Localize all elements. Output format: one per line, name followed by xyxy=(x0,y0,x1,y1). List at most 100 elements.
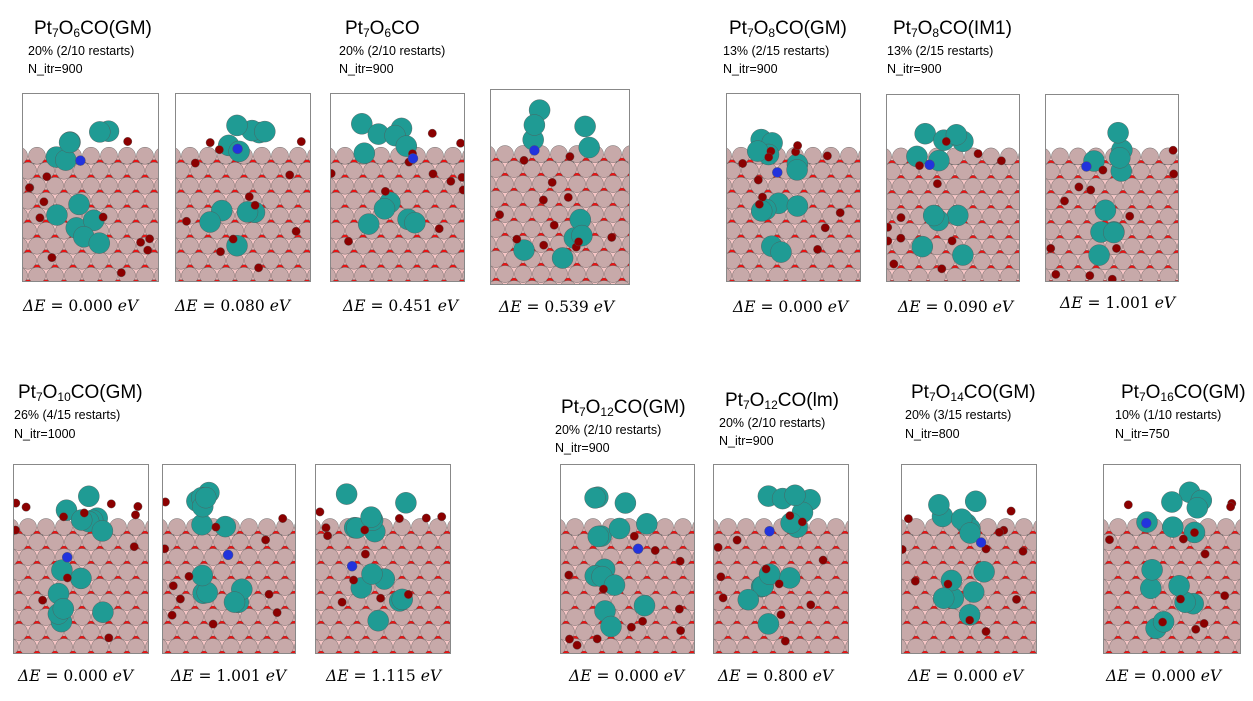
energy-label: ΔE = 0.000 eV xyxy=(1106,667,1222,685)
substrate-atom xyxy=(1177,272,1178,280)
adsorbed-oxygen-atom xyxy=(428,169,438,179)
substrate-atom xyxy=(822,176,840,195)
carbon-atom xyxy=(346,560,358,572)
substrate-atom xyxy=(1033,610,1036,624)
substrate-atom xyxy=(1006,623,1024,641)
substrate-atom xyxy=(82,147,100,165)
adsorbed-oxygen-atom xyxy=(627,622,636,632)
substrate-atom xyxy=(163,519,168,535)
substrate-atom xyxy=(638,638,656,653)
substrate-atom xyxy=(804,147,822,165)
iteration-count: N_itr=900 xyxy=(719,434,774,448)
energy-value: 1.115 xyxy=(371,667,416,685)
atom-rendering xyxy=(714,484,848,653)
substrate-atom xyxy=(316,519,321,535)
substrate-atom xyxy=(665,533,683,551)
lattice-oxygen-atom xyxy=(51,650,59,653)
substrate-atom xyxy=(82,176,100,195)
lattice-oxygen-atom xyxy=(1048,280,1054,281)
substrate-atom xyxy=(462,240,464,251)
substrate-atom xyxy=(613,220,629,238)
substrate-atom xyxy=(1235,579,1240,595)
substrate-atom xyxy=(831,251,849,270)
substrate-atom xyxy=(1136,533,1154,551)
substrate-atom xyxy=(1015,518,1033,536)
substrate-atom xyxy=(561,519,566,535)
substrate-atom xyxy=(902,533,916,551)
substrate-atom xyxy=(858,270,860,281)
substrate-atom xyxy=(1181,548,1199,566)
substrate-atom xyxy=(316,563,330,581)
substrate-atom xyxy=(163,593,177,611)
adsorbed-oxygen-atom xyxy=(208,619,218,629)
substrate-atom xyxy=(514,205,532,223)
substrate-atom xyxy=(955,162,973,181)
energy-unit: eV xyxy=(992,298,1014,316)
substrate-atom xyxy=(491,146,496,162)
structure-title: Pt7O14CO(GM) xyxy=(911,382,1036,404)
structure-panel xyxy=(330,93,465,282)
pt-atom xyxy=(952,244,974,266)
pt-atom xyxy=(608,517,631,540)
energy-unit: eV xyxy=(812,667,834,685)
title-element: O xyxy=(753,18,769,39)
substrate-atom xyxy=(561,639,566,653)
substrate-atom xyxy=(1226,533,1240,551)
adsorbed-oxygen-atom xyxy=(42,172,52,182)
substrate-atom xyxy=(462,210,464,221)
substrate-atom xyxy=(514,175,532,193)
energy-unit: eV xyxy=(1002,667,1024,685)
substrate-atom xyxy=(791,608,809,626)
substrate-atom xyxy=(813,191,831,210)
substrate-atom xyxy=(426,147,444,165)
substrate-atom xyxy=(822,267,840,281)
adsorbed-oxygen-atom xyxy=(1105,535,1114,545)
substrate-atom xyxy=(845,610,848,624)
substrate-atom xyxy=(714,609,719,625)
substrate-atom xyxy=(1104,609,1109,625)
pt-atom xyxy=(1186,497,1209,519)
substrate-atom xyxy=(604,145,622,163)
pt-atom xyxy=(600,615,622,638)
lattice-oxygen-atom xyxy=(823,650,831,653)
substrate-atom xyxy=(614,280,629,284)
substrate-atom xyxy=(728,623,746,641)
lattice-oxygen-atom xyxy=(249,279,257,281)
substrate-atom xyxy=(692,581,694,593)
adsorbed-oxygen-atom xyxy=(813,244,823,254)
carbon-atom xyxy=(1141,517,1152,529)
substrate-atom xyxy=(887,162,901,181)
substrate-atom xyxy=(1009,252,1019,271)
substrate-atom xyxy=(809,518,827,536)
substrate-atom xyxy=(100,563,118,581)
substrate-atom xyxy=(916,593,934,611)
substrate-atom xyxy=(336,267,354,281)
title-subscript: 7 xyxy=(578,405,586,419)
adsorbed-oxygen-atom xyxy=(780,636,790,646)
substrate-atom xyxy=(1104,623,1118,641)
substrate-atom xyxy=(262,191,280,210)
substrate-atom xyxy=(836,563,848,581)
adsorbed-oxygen-atom xyxy=(261,535,271,545)
substrate-atom xyxy=(64,267,82,281)
adsorbed-oxygen-atom xyxy=(820,223,830,233)
substrate-atom xyxy=(28,533,46,551)
substrate-atom xyxy=(1118,563,1136,581)
lattice-oxygen-atom xyxy=(764,279,772,281)
structure-panel xyxy=(1103,464,1241,654)
lattice-oxygen-atom xyxy=(87,650,95,653)
substrate-atom xyxy=(827,638,845,653)
substrate-atom xyxy=(768,267,786,281)
substrate-atom xyxy=(244,161,262,180)
substrate-atom xyxy=(737,638,755,653)
lattice-oxygen-atom xyxy=(290,650,295,653)
adsorbed-oxygen-atom xyxy=(344,236,353,246)
lattice-oxygen-atom xyxy=(975,650,983,653)
substrate-atom xyxy=(1208,623,1226,641)
substrate-atom xyxy=(496,265,514,283)
substrate-atom xyxy=(1024,563,1036,581)
substrate-atom xyxy=(728,563,746,581)
structure-title: Pt7O12CO(GM) xyxy=(561,397,686,419)
substrate-atom xyxy=(1006,533,1024,551)
adsorbed-oxygen-atom xyxy=(1168,145,1178,155)
